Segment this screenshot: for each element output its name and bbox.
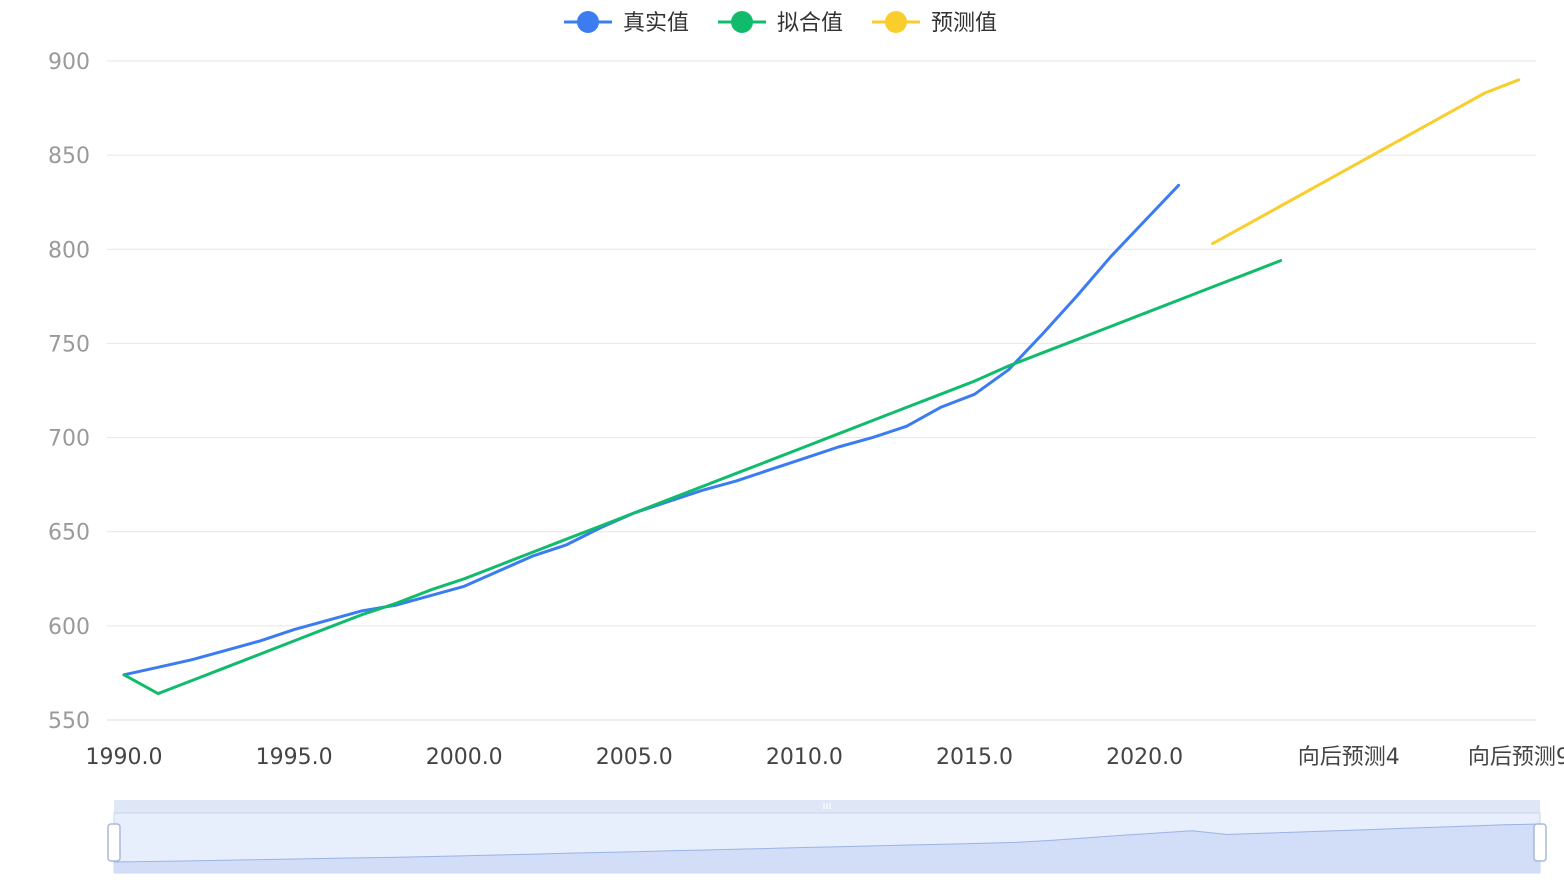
data-zoom-slider[interactable] (107, 800, 1547, 874)
y-grid-lines (107, 60, 1536, 627)
x-tick-label: 2010.0 (766, 745, 843, 770)
series-lines (122, 78, 1521, 696)
y-tick-label: 700 (48, 427, 90, 452)
legend-item-1[interactable]: 拟合值 (718, 11, 843, 36)
legend-item-2[interactable]: 预测值 (872, 11, 997, 36)
legend-dot-icon (731, 11, 753, 33)
x-axis-tick-labels: 1990.0 1995.0 2000.0 2005.0 2010.0 2015.0 2020… (86, 745, 1564, 770)
legend-item-0[interactable]: 真实值 (564, 11, 689, 36)
y-tick-label: 850 (48, 144, 90, 169)
zoom-handle-left[interactable] (107, 823, 121, 862)
zoom-handle-right[interactable] (1533, 823, 1547, 862)
y-tick-label: 600 (48, 615, 90, 640)
y-tick-label: 750 (48, 332, 90, 357)
y-tick-label: 900 (48, 50, 90, 75)
x-tick-label: 2020.0 (1106, 745, 1183, 770)
legend-label: 真实值 (623, 11, 689, 36)
legend[interactable]: 真实值 拟合值 预测值 (564, 11, 997, 36)
series-line-2 (1211, 78, 1521, 246)
y-axis-tick-labels: 900 850 800 750 700 650 600 550 (48, 50, 90, 734)
legend-dot-icon (885, 11, 907, 33)
legend-label: 拟合值 (777, 11, 843, 36)
zoom-preview-area (114, 824, 1540, 873)
series-line-1 (122, 259, 1283, 696)
x-tick-label: 向后预测4 (1298, 745, 1400, 770)
x-tick-label: 1995.0 (256, 745, 333, 770)
y-tick-label: 800 (48, 238, 90, 263)
x-tick-label: 2005.0 (596, 745, 673, 770)
x-tick-label: 2000.0 (426, 745, 503, 770)
x-tick-label: 2015.0 (936, 745, 1013, 770)
zoom-preview-line (113, 823, 1541, 863)
series-line-0 (122, 183, 1181, 677)
legend-label: 预测值 (931, 11, 997, 36)
y-tick-label: 550 (48, 709, 90, 734)
legend-dot-icon (577, 11, 599, 33)
x-tick-label: 1990.0 (86, 745, 163, 770)
y-tick-label: 650 (48, 521, 90, 546)
x-tick-label: 向后预测9 (1468, 745, 1564, 770)
